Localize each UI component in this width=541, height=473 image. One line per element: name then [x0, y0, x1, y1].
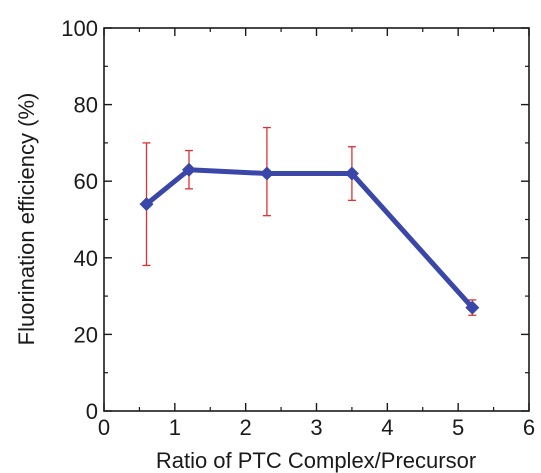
axis-ticks — [103, 27, 530, 412]
y-tick-label: 80 — [74, 93, 98, 118]
x-tick-label: 2 — [240, 415, 252, 440]
y-tick-label: 100 — [61, 16, 98, 41]
series-lines — [144, 167, 475, 310]
y-tick-label: 40 — [74, 246, 98, 271]
y-tick-label: 60 — [74, 169, 98, 194]
y-axis-title: Fluorination efficiency (%) — [14, 93, 39, 346]
series-markers — [139, 162, 480, 315]
x-tick-label: 4 — [381, 415, 393, 440]
data-point — [259, 166, 274, 181]
y-tick-label: 0 — [86, 399, 98, 424]
y-tick-label: 20 — [74, 322, 98, 347]
data-point — [465, 300, 480, 315]
x-tick-label: 0 — [98, 415, 110, 440]
plot-frame — [103, 27, 530, 412]
x-tick-label: 5 — [452, 415, 464, 440]
data-point — [344, 166, 359, 181]
x-tick-label: 6 — [523, 415, 535, 440]
data-point — [182, 162, 196, 177]
x-axis-title: Ratio of PTC Complex/Precursor — [156, 448, 476, 473]
data-point — [139, 197, 154, 212]
x-tick-label: 3 — [310, 415, 322, 440]
series-line — [144, 167, 475, 310]
x-tick-label: 1 — [169, 415, 181, 440]
error-bars — [142, 126, 477, 316]
